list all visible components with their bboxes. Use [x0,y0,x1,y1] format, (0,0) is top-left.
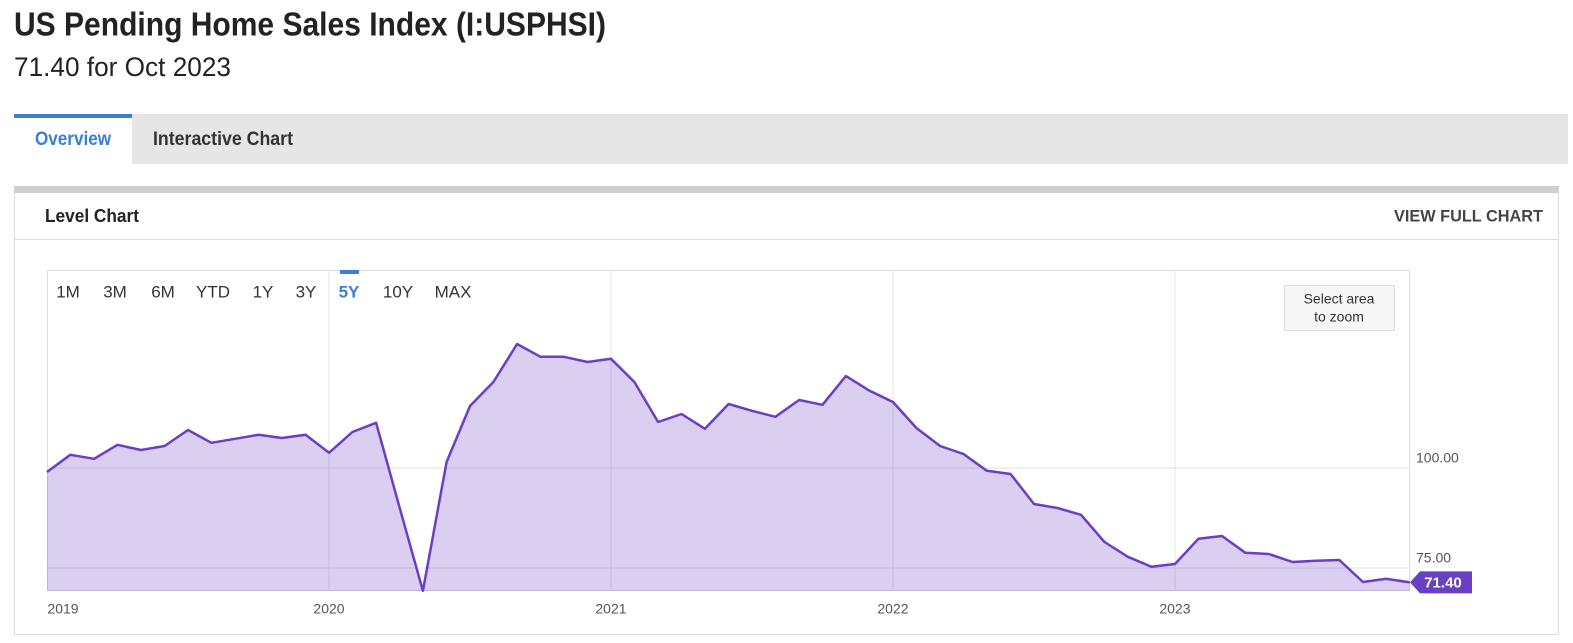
range-indicator [340,270,359,274]
range-button[interactable]: 1Y [253,282,274,301]
range-button[interactable]: 6M [151,282,175,301]
view-full-chart[interactable]: VIEW FULL CHART [1394,206,1544,225]
range-button[interactable]: 3Y [296,282,317,301]
zoom-hint: to zoom [1314,309,1364,325]
page-subtitle: 71.40 for Oct 2023 [14,52,231,82]
area [47,344,1410,591]
tab-indicator [14,114,132,118]
range-button[interactable]: 3M [103,282,127,301]
x-tick-label: 2020 [313,601,344,617]
tab-bar [14,114,1568,164]
range-button[interactable]: MAX [435,282,472,301]
line [46,342,1410,593]
card-title: Level Chart [45,206,139,226]
plot [46,270,1410,593]
value-flag [1410,571,1472,594]
tab[interactable]: Overview [35,129,111,150]
range-button[interactable]: 10Y [383,282,413,301]
x-tick-label: 2023 [1159,601,1190,617]
y-tick-label: 100.00 [1416,450,1459,466]
x-tick-label: 2022 [877,601,908,617]
x-tick-label: 2019 [47,601,78,617]
tab[interactable]: Interactive Chart [153,129,294,150]
card-top-bar [14,186,1559,193]
y-tick-label: 75.00 [1416,550,1451,566]
plot-frame [47,270,1410,591]
tab-active-bg [14,118,132,164]
range-button[interactable]: 1M [56,282,80,301]
x-tick-label: 2021 [595,601,626,617]
value-label: 71.40 [1424,574,1462,591]
zoom-hint: Select area [1304,291,1375,307]
range-button[interactable]: 5Y [339,282,360,301]
zoom-hint-box [1284,285,1395,331]
page-title: US Pending Home Sales Index (I:USPHSI) [14,6,606,43]
range-button[interactable]: YTD [196,282,230,301]
